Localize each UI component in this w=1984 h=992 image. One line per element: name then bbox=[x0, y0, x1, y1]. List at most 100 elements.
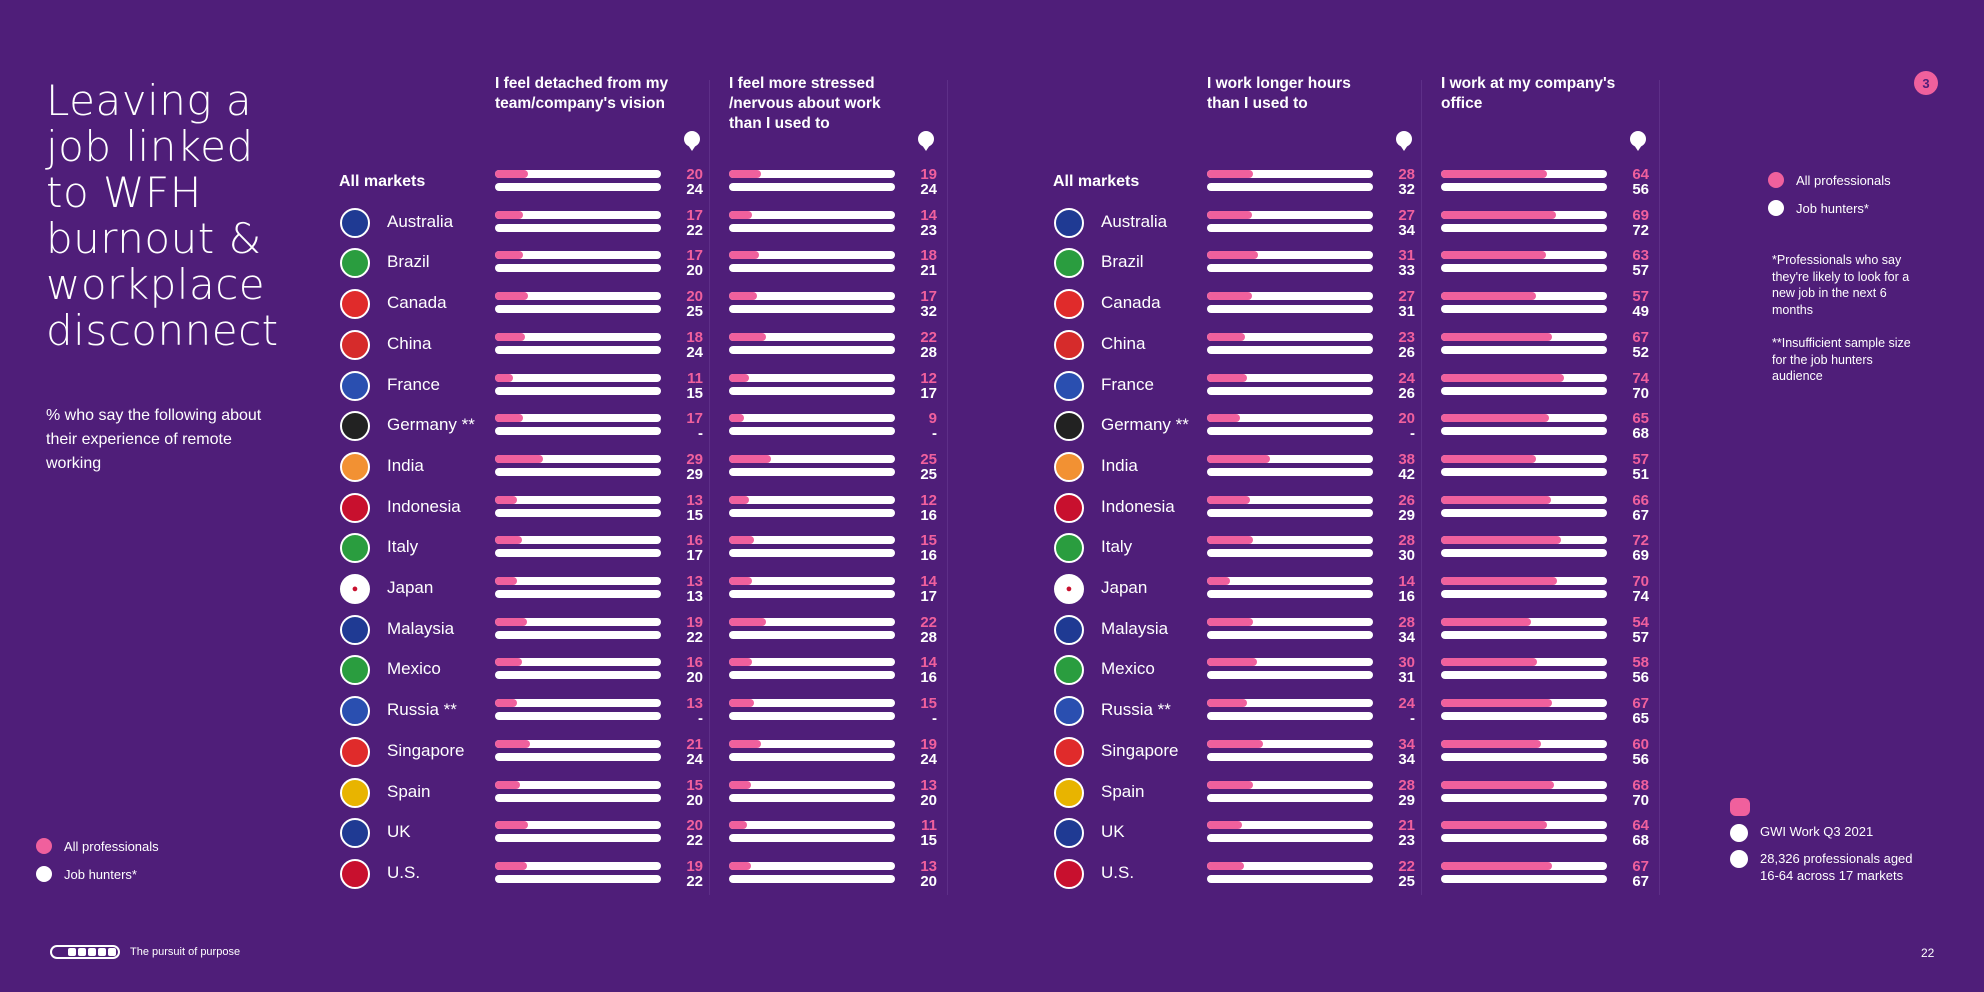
bar-all-professionals bbox=[1441, 373, 1564, 382]
bar-job-hunters bbox=[1207, 508, 1373, 517]
value-job-hunters: 72 bbox=[1632, 221, 1649, 239]
value-job-hunters: 13 bbox=[686, 588, 703, 605]
bar-job-hunters bbox=[495, 305, 661, 314]
bar-track bbox=[1441, 739, 1607, 748]
bar-job-hunters bbox=[1441, 793, 1607, 802]
value-job-hunters: 56 bbox=[1632, 669, 1649, 687]
database-icon bbox=[1730, 824, 1748, 842]
bar-job-hunters bbox=[729, 183, 895, 191]
value-all-professionals: 12 bbox=[920, 491, 937, 509]
country-label: Italy bbox=[387, 537, 419, 557]
value-job-hunters: 16 bbox=[920, 547, 937, 565]
bar-job-hunters bbox=[1441, 590, 1607, 598]
column-divider bbox=[1659, 80, 1660, 895]
bar-job-hunters bbox=[729, 223, 895, 232]
sample-row: 28,326 professionals aged 16-64 across 1… bbox=[1730, 850, 1930, 884]
value-job-hunters: 68 bbox=[1632, 832, 1649, 850]
bar-track bbox=[729, 414, 895, 423]
value-all-professionals: 31 bbox=[1398, 247, 1415, 265]
bar-job-hunters bbox=[495, 671, 661, 680]
value-job-hunters: 16 bbox=[1398, 588, 1415, 605]
flag-br-icon bbox=[340, 248, 370, 279]
flag-de-icon bbox=[1054, 411, 1084, 442]
value-all-professionals: 14 bbox=[920, 573, 937, 590]
country-label: Canada bbox=[387, 293, 447, 313]
flag-in-icon bbox=[340, 451, 370, 482]
value-all-professionals: 21 bbox=[1398, 817, 1415, 835]
value-all-professionals: 30 bbox=[1398, 654, 1415, 672]
value-all-professionals: 67 bbox=[1632, 328, 1649, 346]
bar-job-hunters bbox=[1441, 671, 1607, 680]
bar-job-hunters bbox=[1441, 752, 1607, 761]
bar-all-professionals bbox=[729, 373, 749, 382]
bar-job-hunters bbox=[495, 508, 661, 517]
value-job-hunters: - bbox=[1410, 425, 1415, 443]
bar-all-professionals bbox=[729, 170, 761, 178]
flag-my-icon bbox=[340, 614, 370, 645]
bar-job-hunters bbox=[1441, 264, 1607, 273]
bar-track bbox=[1207, 861, 1373, 870]
column-header: I work longer hours than I used to bbox=[1207, 75, 1351, 112]
bar-track bbox=[1441, 658, 1607, 667]
bar-track bbox=[1207, 536, 1373, 545]
bar-all-professionals bbox=[1441, 699, 1553, 708]
white-dot-icon bbox=[36, 866, 52, 882]
value-all-professionals: 17 bbox=[686, 247, 703, 265]
bar-track bbox=[729, 577, 895, 585]
bar-all-professionals bbox=[729, 861, 751, 870]
bar-all-professionals bbox=[1441, 536, 1561, 545]
bar-job-hunters bbox=[1441, 712, 1607, 721]
bar-all-professionals bbox=[495, 210, 524, 219]
all-markets-label: All markets bbox=[339, 173, 426, 190]
flag-it-icon bbox=[340, 533, 370, 564]
bar-all-professionals bbox=[1441, 861, 1553, 870]
country-label: Mexico bbox=[387, 659, 441, 679]
bar-all-professionals bbox=[1207, 454, 1271, 463]
bar-all-professionals bbox=[1441, 739, 1541, 748]
bar-all-professionals bbox=[729, 536, 754, 545]
bar-track bbox=[729, 210, 895, 219]
value-all-professionals: 23 bbox=[1398, 328, 1415, 346]
bar-job-hunters bbox=[1207, 467, 1373, 476]
bar-track bbox=[1207, 210, 1373, 219]
bar-job-hunters bbox=[1207, 752, 1373, 761]
value-all-professionals: 63 bbox=[1632, 247, 1649, 265]
value-job-hunters: 32 bbox=[1398, 181, 1415, 198]
value-job-hunters: 67 bbox=[1632, 872, 1649, 890]
bar-job-hunters bbox=[1207, 549, 1373, 558]
bar-track bbox=[1207, 617, 1373, 626]
bar-track bbox=[495, 617, 661, 626]
bar-job-hunters bbox=[495, 630, 661, 639]
footer: The pursuit of purpose bbox=[50, 945, 240, 959]
bar-all-professionals bbox=[729, 414, 744, 423]
bar-job-hunters bbox=[495, 834, 661, 843]
bar-track bbox=[1441, 577, 1607, 585]
bar-job-hunters bbox=[729, 712, 895, 721]
country-label: UK bbox=[1101, 822, 1125, 842]
bar-track bbox=[729, 454, 895, 463]
value-all-professionals: 13 bbox=[686, 695, 703, 713]
country-label: Indonesia bbox=[387, 496, 461, 516]
bar-job-hunters bbox=[495, 427, 661, 436]
value-all-professionals: 19 bbox=[686, 857, 703, 875]
value-job-hunters: 24 bbox=[686, 181, 703, 198]
flag-gb-icon bbox=[340, 818, 370, 849]
bar-all-professionals bbox=[1207, 170, 1254, 178]
value-job-hunters: 52 bbox=[1632, 343, 1649, 361]
bar-all-professionals bbox=[1207, 821, 1242, 830]
flag-au-icon bbox=[1054, 207, 1084, 238]
bar-track bbox=[1441, 414, 1607, 423]
country-label: Malaysia bbox=[387, 618, 455, 638]
country-label: Germany ** bbox=[387, 415, 475, 435]
value-job-hunters: 33 bbox=[1398, 262, 1415, 280]
flag-us-icon bbox=[340, 858, 370, 889]
flag-us-icon bbox=[1054, 858, 1084, 889]
bar-job-hunters bbox=[1441, 834, 1607, 843]
country-label: China bbox=[387, 333, 432, 353]
bar-track bbox=[1207, 495, 1373, 504]
flag-id-icon bbox=[340, 492, 370, 523]
bar-job-hunters bbox=[495, 549, 661, 558]
value-all-professionals: 15 bbox=[920, 532, 937, 550]
value-all-professionals: 18 bbox=[686, 328, 703, 346]
bar-job-hunters bbox=[729, 345, 895, 354]
